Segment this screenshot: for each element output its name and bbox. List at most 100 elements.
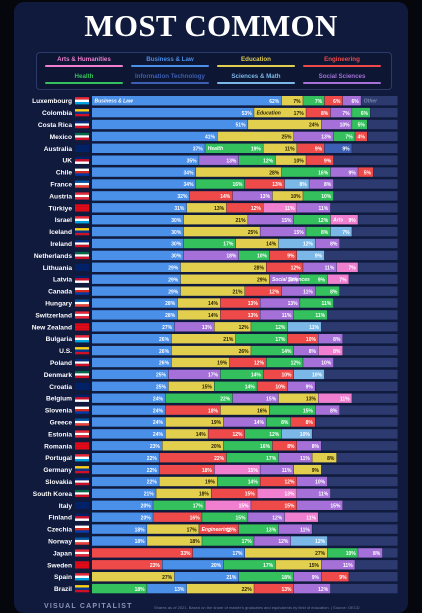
legend-item-it: Information Technology — [129, 73, 211, 84]
value-label: 6% — [333, 99, 341, 105]
value-label: 11% — [282, 313, 292, 319]
bar-segment-health — [196, 179, 245, 189]
bar-segment-education — [186, 203, 227, 213]
country-label: Brazil — [54, 586, 72, 593]
flag-icon — [75, 573, 89, 581]
value-label: 8% — [330, 242, 338, 248]
bar-segment-social — [318, 334, 343, 344]
bar-segment-health — [217, 476, 260, 487]
bar-segment-health — [251, 345, 294, 356]
value-label: 35% — [187, 158, 198, 164]
value-label: 5% — [358, 123, 366, 129]
value-label: 22% — [147, 480, 158, 486]
flag-icon — [75, 418, 89, 426]
flag-icon — [75, 537, 89, 545]
value-label: 11% — [340, 396, 350, 402]
value-label: 23% — [150, 563, 161, 569]
bar-segment-other — [339, 405, 398, 415]
country-row: Japan 33% 17% 27% 10% 8% — [53, 548, 398, 558]
bar-segment-education — [217, 131, 294, 142]
value-label: 8% — [287, 444, 295, 450]
bar-segment-health — [300, 298, 334, 308]
bar-segment-social — [342, 96, 361, 106]
value-label: 10% — [281, 373, 292, 379]
bar-segment-engineering — [290, 417, 315, 427]
bar-segment-health — [269, 405, 315, 415]
bar-segment-arts — [257, 488, 297, 499]
bar-segment-business — [92, 179, 196, 189]
value-label: 18% — [208, 408, 219, 414]
value-label: 26% — [239, 349, 250, 355]
value-label: 7% — [342, 111, 350, 117]
bar-segment-other — [333, 155, 398, 165]
bar-segment-business — [92, 381, 169, 391]
bar-segment-business — [92, 191, 190, 201]
legend-swatch — [217, 65, 295, 67]
bar-segment-engineering — [269, 250, 297, 261]
bar-segment-other — [333, 298, 398, 308]
bar-segment-other — [352, 226, 398, 237]
value-label: 22% — [147, 468, 158, 474]
flag-icon — [75, 406, 89, 414]
bar-segment-social — [183, 250, 239, 261]
value-label: 14% — [254, 420, 265, 426]
country-label: Bulgaria — [46, 336, 73, 343]
value-label: 20% — [211, 563, 222, 569]
bar-segment-social — [223, 417, 267, 427]
flag-icon — [75, 370, 89, 379]
bar-segment-business — [162, 560, 224, 570]
bar-segment-health — [238, 524, 279, 534]
country-row: U.S. 26% 26% 14% 8% 8% — [59, 345, 398, 356]
value-label: 18% — [199, 492, 210, 498]
bar-segment-social — [303, 262, 337, 272]
value-label: 13% — [281, 587, 292, 593]
legend-label: Social Sciences — [318, 73, 366, 80]
value-label: 11% — [343, 563, 353, 569]
bar-segment-engineering — [159, 464, 214, 475]
bar-segment-business — [92, 119, 248, 130]
value-label: 26% — [159, 337, 170, 343]
bar-segment-health — [300, 274, 328, 284]
legend-item-arts: Arts & Humanities — [43, 56, 125, 67]
bar-segment-education — [272, 191, 303, 201]
country-label: Slovenia — [45, 408, 72, 415]
bar-segment-arts — [205, 500, 251, 510]
value-label: 13% — [226, 527, 237, 533]
country-label: Canada — [48, 289, 72, 296]
bar-segment-social — [303, 357, 334, 368]
country-row: UK 35% 13% 12% 10% 9% — [62, 155, 398, 165]
bar-segment-other — [339, 286, 398, 296]
bar-segment-business — [92, 357, 172, 368]
bar-segment-education — [235, 238, 279, 249]
bar-segment-arts — [327, 274, 349, 284]
country-label: Sweden — [47, 562, 72, 569]
legend-swatch — [217, 82, 295, 84]
bar-segment-social — [278, 453, 312, 463]
value-label: 25% — [156, 373, 167, 379]
value-label: 28% — [165, 301, 176, 307]
value-label: 14% — [281, 349, 292, 355]
legend-item-engineering: Engineering — [301, 56, 383, 67]
bar-segment-business — [147, 583, 187, 594]
bar-segment-engineering — [260, 476, 297, 487]
bar-segment-arts — [318, 345, 343, 356]
bar-segment-education — [186, 583, 254, 594]
bar-segment-education — [275, 560, 322, 570]
bar-segment-other — [330, 488, 398, 499]
value-label: 18% — [135, 539, 146, 545]
country-label: Estonia — [48, 431, 72, 438]
bar-segment-sciences — [290, 536, 328, 546]
bar-segment-engineering — [220, 298, 260, 308]
value-label: 13% — [285, 492, 296, 498]
value-label: 13% — [266, 527, 277, 533]
value-label: 51% — [236, 123, 247, 129]
value-label: 13% — [202, 325, 213, 331]
bar-segment-arts — [318, 393, 352, 403]
value-label: 62% — [269, 99, 280, 105]
bar-segment-other — [327, 536, 398, 546]
value-label: 18% — [135, 527, 146, 533]
country-row: Slovenia 24% 18% 16% 15% 8% — [45, 405, 398, 415]
bar-segment-engineering — [297, 143, 325, 153]
flag-icon — [75, 501, 89, 509]
country-label: Poland — [50, 360, 72, 367]
